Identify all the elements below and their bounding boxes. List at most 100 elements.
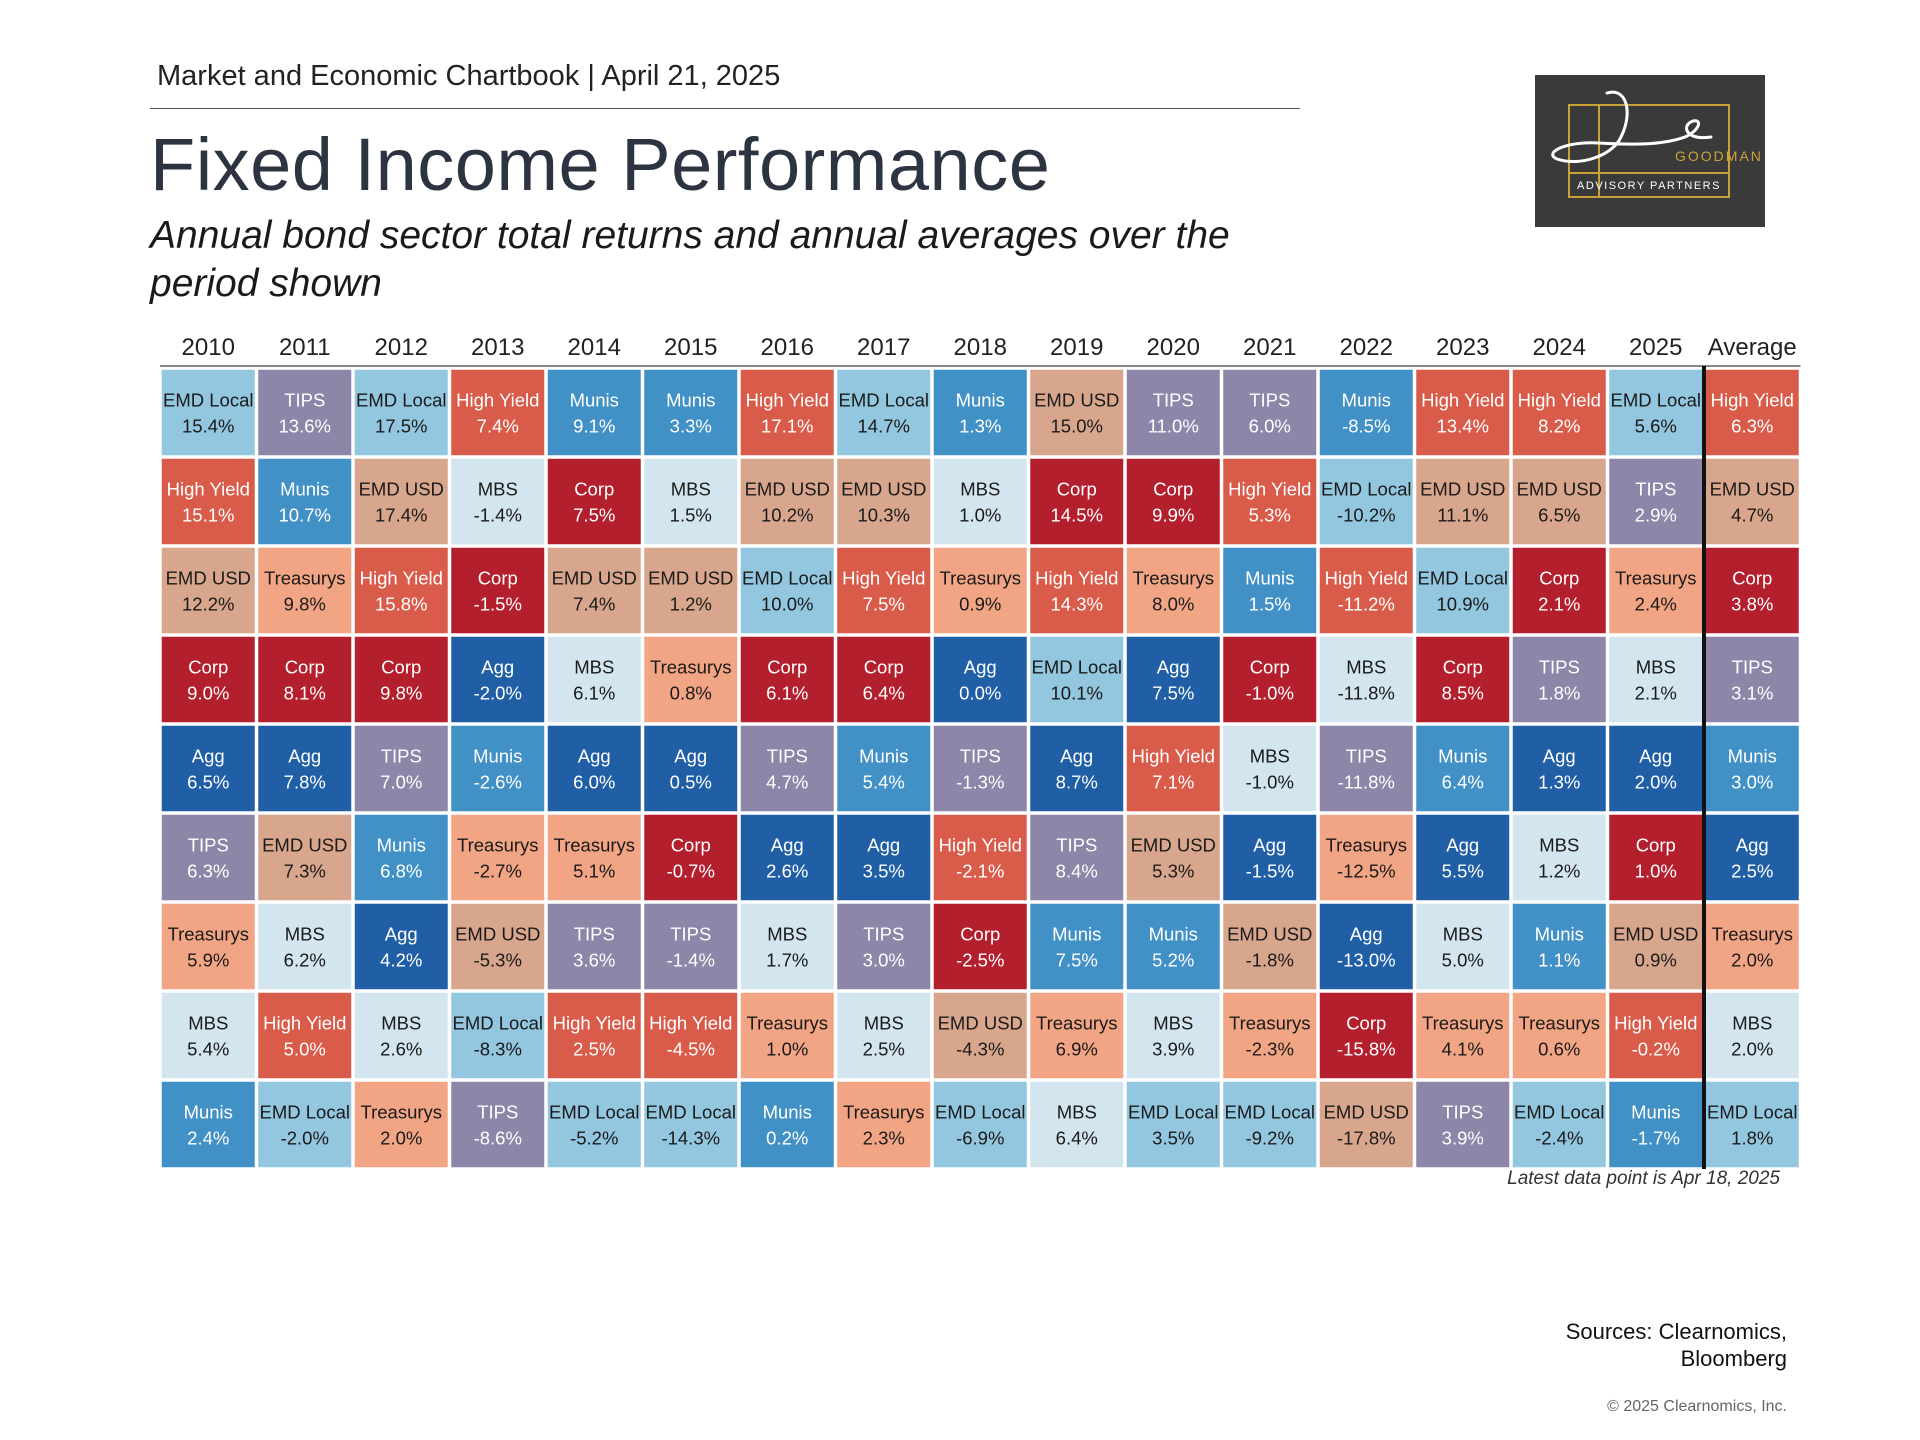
cell-sector-label: EMD USD	[1034, 390, 1119, 411]
quilt-cell: Treasurys -12.5%	[1319, 814, 1413, 901]
cell-sector-label: TIPS	[1346, 746, 1387, 767]
company-logo: GOODMAN ADVISORY PARTNERS	[1535, 75, 1765, 227]
cell-return-value: 3.9%	[1152, 1039, 1194, 1060]
quilt-cell: Corp 9.0%	[161, 636, 255, 723]
cell-background	[1319, 636, 1413, 723]
quilt-cell: MBS 6.2%	[258, 903, 352, 990]
cell-sector-label: Treasurys	[1422, 1013, 1504, 1034]
cell-background	[1705, 458, 1799, 545]
cell-background	[161, 1081, 255, 1168]
cell-return-value: 1.8%	[1731, 1128, 1773, 1149]
cell-sector-label: EMD Local	[1611, 390, 1701, 411]
cell-background	[1705, 1081, 1799, 1168]
quilt-cell: High Yield 5.0%	[258, 992, 352, 1079]
cell-sector-label: EMD USD	[1420, 479, 1505, 500]
quilt-cell: Munis 5.4%	[837, 725, 931, 812]
cell-sector-label: MBS	[188, 1013, 228, 1034]
quilt-cell: High Yield 15.1%	[161, 458, 255, 545]
cell-sector-label: High Yield	[649, 1013, 732, 1034]
cell-background	[547, 369, 641, 456]
quilt-cell: MBS 5.0%	[1416, 903, 1510, 990]
cell-return-value: -11.8%	[1338, 683, 1395, 704]
cell-return-value: 5.2%	[1152, 950, 1194, 971]
quilt-cell: MBS -1.4%	[451, 458, 545, 545]
quilt-cell: EMD Local 10.1%	[1030, 636, 1124, 723]
cell-return-value: 0.9%	[959, 594, 1001, 615]
cell-return-value: 2.5%	[863, 1039, 905, 1060]
cell-sector-label: Corp	[1057, 479, 1097, 500]
cell-background	[258, 903, 352, 990]
cell-sector-label: Munis	[666, 390, 715, 411]
cell-return-value: 8.2%	[1538, 416, 1580, 437]
quilt-cell: Munis 6.8%	[354, 814, 448, 901]
cell-sector-label: MBS	[1539, 835, 1579, 856]
quilt-cell: EMD Local -9.2%	[1223, 1081, 1317, 1168]
quilt-cell: MBS 1.2%	[1512, 814, 1606, 901]
cell-background	[644, 458, 738, 545]
column-header: 2017	[857, 334, 910, 361]
cell-background	[740, 636, 834, 723]
quilt-cell: Munis 5.2%	[1126, 903, 1220, 990]
cell-background	[354, 1081, 448, 1168]
quilt-cell: Treasurys 5.1%	[547, 814, 641, 901]
cell-background	[933, 725, 1027, 812]
cell-return-value: 2.1%	[1538, 594, 1580, 615]
cell-sector-label: EMD USD	[841, 479, 926, 500]
cell-background	[547, 903, 641, 990]
cell-sector-label: High Yield	[1325, 568, 1408, 589]
quilt-cell: High Yield 17.1%	[740, 369, 834, 456]
cell-return-value: 7.5%	[573, 505, 615, 526]
quilt-cell: EMD USD 7.3%	[258, 814, 352, 901]
cell-background	[837, 903, 931, 990]
cell-return-value: 6.3%	[187, 861, 229, 882]
cell-background	[1126, 1081, 1220, 1168]
cell-background	[547, 992, 641, 1079]
cell-background	[451, 903, 545, 990]
quilt-cell: MBS 2.6%	[354, 992, 448, 1079]
cell-return-value: 6.1%	[766, 683, 808, 704]
cell-background	[258, 636, 352, 723]
quilt-cell: EMD Local -10.2%	[1319, 458, 1413, 545]
cell-sector-label: MBS	[1250, 746, 1290, 767]
quilt-cell: EMD USD 4.7%	[1705, 458, 1799, 545]
cell-background	[933, 369, 1027, 456]
cell-sector-label: Treasurys	[650, 657, 732, 678]
quilt-cell: TIPS 1.8%	[1512, 636, 1606, 723]
cell-background	[354, 903, 448, 990]
cell-sector-label: Corp	[1443, 657, 1483, 678]
quilt-cell: EMD Local 10.9%	[1416, 547, 1510, 634]
cell-background	[451, 636, 545, 723]
cell-sector-label: Treasurys	[553, 835, 635, 856]
cell-sector-label: EMD USD	[1613, 924, 1698, 945]
cell-background	[644, 1081, 738, 1168]
cell-return-value: 6.5%	[1538, 505, 1580, 526]
cell-sector-label: TIPS	[960, 746, 1001, 767]
column-header: 2011	[279, 334, 331, 361]
cell-background	[740, 814, 834, 901]
quilt-cell: TIPS -8.6%	[451, 1081, 545, 1168]
quilt-cell: Munis 1.1%	[1512, 903, 1606, 990]
quilt-cell: EMD Local -2.4%	[1512, 1081, 1606, 1168]
cell-return-value: 8.4%	[1056, 861, 1098, 882]
cell-background	[451, 1081, 545, 1168]
cell-return-value: 7.5%	[1152, 683, 1194, 704]
quilt-cell: High Yield 5.3%	[1223, 458, 1317, 545]
quilt-cell: EMD USD -4.3%	[933, 992, 1027, 1079]
cell-background	[1126, 992, 1220, 1079]
cell-background	[1512, 547, 1606, 634]
cell-sector-label: Corp	[1346, 1013, 1386, 1034]
quilt-cell: Corp -15.8%	[1319, 992, 1413, 1079]
cell-background	[1705, 547, 1799, 634]
cell-return-value: 11.0%	[1148, 416, 1199, 437]
cell-return-value: 2.5%	[1731, 861, 1773, 882]
cell-return-value: -13.0%	[1337, 950, 1396, 971]
cell-sector-label: Agg	[867, 835, 900, 856]
column-header: 2012	[375, 334, 428, 361]
quilt-cell: EMD USD -5.3%	[451, 903, 545, 990]
quilt-cell: Treasurys 4.1%	[1416, 992, 1510, 1079]
quilt-cell: MBS 1.7%	[740, 903, 834, 990]
cell-sector-label: MBS	[1346, 657, 1386, 678]
cell-sector-label: Corp	[671, 835, 711, 856]
cell-return-value: -17.8%	[1337, 1128, 1396, 1149]
cell-background	[258, 547, 352, 634]
